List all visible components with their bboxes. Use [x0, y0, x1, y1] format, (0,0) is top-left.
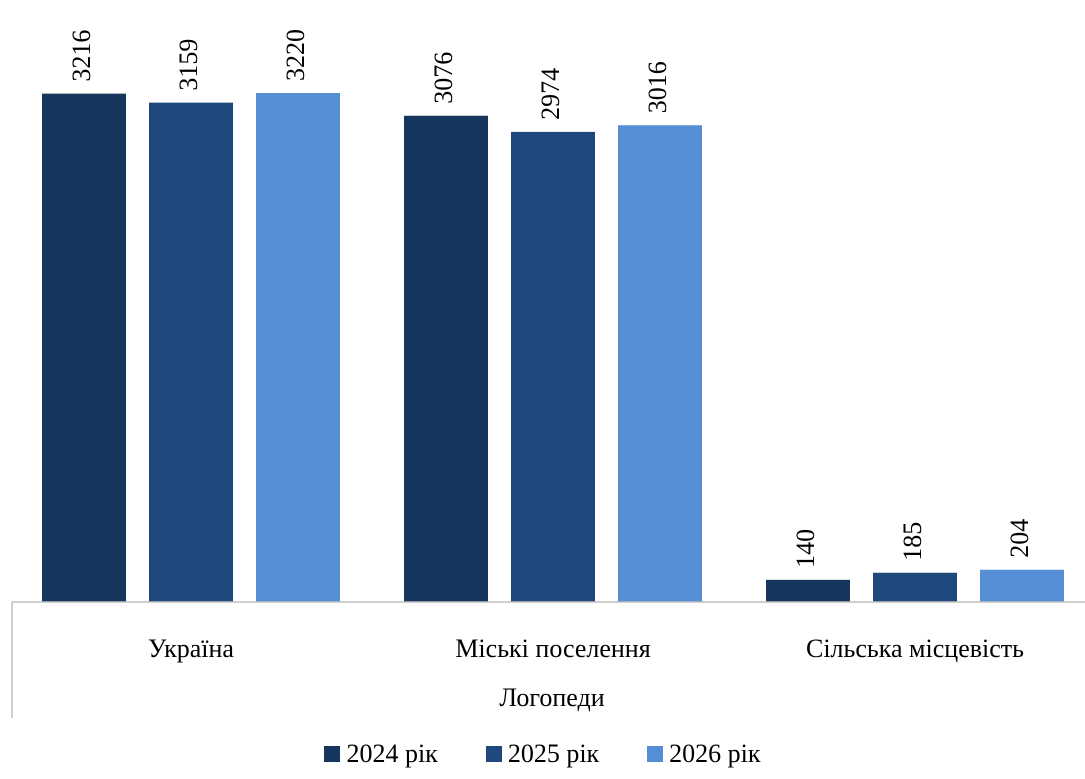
- bar-3-3: [980, 569, 1064, 602]
- bar-2-2: [511, 131, 595, 602]
- x-tick-label-3: Сільська місцевість: [806, 634, 1024, 663]
- bar-3-2: [873, 572, 957, 602]
- x-group-label: Логопеди: [499, 683, 604, 712]
- legend-label-2026: 2026 рік: [669, 739, 761, 768]
- data-labels-layer: 3216 3159 3220 3076 2974 3016 140 185 204: [67, 29, 1034, 568]
- legend-label-2024: 2024 рік: [346, 739, 438, 768]
- legend-swatch-2026: [647, 746, 664, 762]
- data-label-3-1: 140: [791, 529, 820, 568]
- x-tick-label-2: Міські поселення: [455, 634, 650, 663]
- bar-1-3: [256, 93, 340, 602]
- data-label-2-3: 3016: [643, 61, 672, 113]
- bar-2-3: [618, 125, 702, 603]
- bars-layer: [42, 93, 1064, 603]
- bar-3-1: [766, 579, 850, 602]
- legend-item-2025: 2025 рік: [485, 739, 600, 769]
- legend-swatch-2025: [485, 746, 502, 762]
- data-label-2-1: 3076: [429, 52, 458, 104]
- x-tick-label-1: Україна: [148, 634, 234, 663]
- bar-1-1: [42, 93, 126, 603]
- legend: 2024 рік 2025 рік 2026 рік: [0, 734, 1085, 774]
- data-label-3-3: 204: [1005, 519, 1034, 558]
- data-label-1-3: 3220: [281, 29, 310, 81]
- legend-label-2025: 2025 рік: [507, 739, 600, 768]
- legend-item-2024: 2024 рік: [324, 739, 438, 769]
- data-label-3-2: 185: [898, 522, 927, 561]
- data-label-2-2: 2974: [536, 68, 565, 120]
- bar-1-2: [149, 102, 233, 602]
- data-label-1-2: 3159: [174, 39, 203, 91]
- legend-swatch-2024: [324, 746, 341, 762]
- legend-item-2026: 2026 рік: [647, 739, 761, 769]
- x-axis: Україна Міські поселення Сільська місцевіс…: [11, 601, 1085, 718]
- bar-2-1: [404, 115, 488, 603]
- data-label-1-1: 3216: [67, 30, 96, 82]
